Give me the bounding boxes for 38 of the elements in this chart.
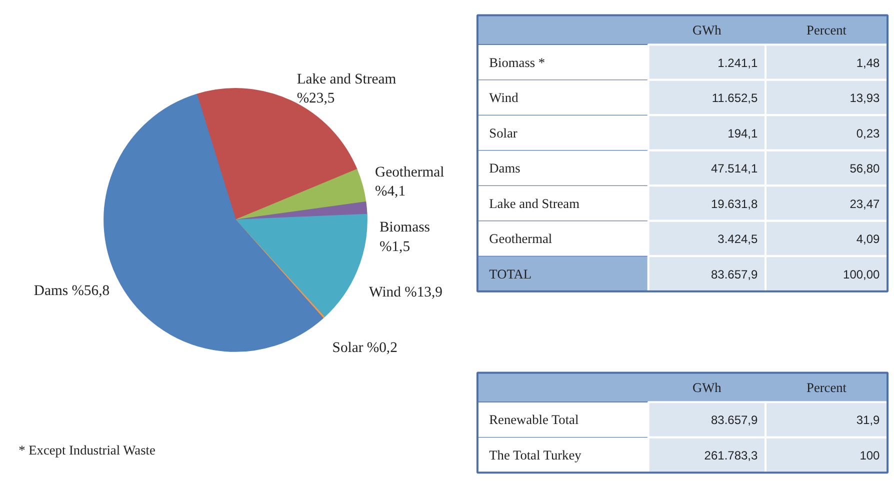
category-label: Percent bbox=[806, 380, 847, 395]
text: 13,93 bbox=[850, 91, 880, 106]
text: 47.514,1 bbox=[710, 162, 758, 176]
text: 194,1 bbox=[728, 126, 758, 140]
text: 23,47 bbox=[850, 196, 880, 211]
category-label: GWh bbox=[692, 22, 722, 38]
text: 100 bbox=[860, 448, 880, 462]
text: 1.241,1 bbox=[718, 56, 758, 70]
category-label: Biomass * bbox=[489, 54, 546, 70]
text: 261.783,3 bbox=[704, 448, 758, 462]
text: 4,09 bbox=[856, 232, 880, 246]
text: * Except Industrial Waste bbox=[18, 442, 156, 458]
category-label: Dams bbox=[489, 160, 520, 176]
slice-label: Biomass %1,5 bbox=[379, 220, 430, 255]
category-label: Geothermal bbox=[489, 231, 552, 246]
text: 19.631,8 bbox=[710, 196, 758, 211]
slice-label: Solar %0,2 bbox=[332, 340, 398, 356]
text: 11.652,5 bbox=[712, 91, 758, 106]
slice-label: Geothermal %4,1 bbox=[375, 164, 444, 200]
text: 3.424,5 bbox=[718, 232, 758, 246]
category-label: Renewable Total bbox=[489, 412, 579, 428]
category-label: GWh bbox=[692, 380, 722, 395]
text: 83.657,9 bbox=[710, 267, 758, 282]
text: 0,23 bbox=[856, 126, 880, 140]
category-label: Solar bbox=[489, 125, 518, 140]
category-label: Percent bbox=[806, 22, 847, 38]
category-label: The Total Turkey bbox=[489, 447, 582, 462]
category-label: Wind bbox=[489, 90, 518, 106]
category-label: Lake and Stream bbox=[489, 196, 580, 211]
text: 56,80 bbox=[850, 162, 880, 176]
slice-label: Dams %56,8 bbox=[34, 283, 110, 300]
slice-label: Lake and Stream %23,5 bbox=[296, 71, 397, 107]
slice-label: Wind %13,9 bbox=[368, 284, 442, 300]
category-label: TOTAL bbox=[489, 266, 532, 282]
text: 100,00 bbox=[843, 267, 880, 282]
text: 83.657,9 bbox=[710, 413, 758, 428]
text: 1,48 bbox=[856, 56, 880, 70]
text: 31,9 bbox=[856, 413, 880, 428]
